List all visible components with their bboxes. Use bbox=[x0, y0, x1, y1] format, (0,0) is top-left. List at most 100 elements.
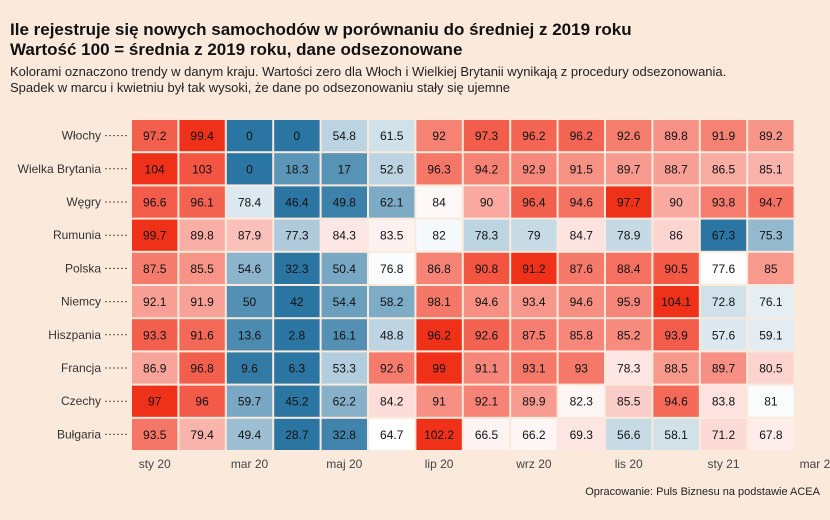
cell-value-label: 97.3 bbox=[475, 129, 499, 143]
heatmap-cell bbox=[179, 352, 225, 384]
heatmap-cell bbox=[463, 319, 510, 351]
cell-value-label: 96.2 bbox=[570, 129, 594, 143]
heatmap-cell bbox=[463, 186, 510, 218]
heatmap-cell bbox=[416, 385, 462, 417]
heatmap-cell bbox=[748, 418, 794, 450]
cell-value-label: 94.7 bbox=[759, 196, 783, 210]
x-tick-label: lip 20 bbox=[425, 457, 454, 471]
cell-value-label: 94.6 bbox=[570, 295, 594, 309]
cell-value-label: 93.1 bbox=[522, 362, 546, 376]
heatmap-cell bbox=[558, 120, 604, 152]
cell-value-label: 80.5 bbox=[759, 362, 783, 376]
heatmap-cell bbox=[511, 153, 557, 185]
heatmap-cell bbox=[274, 252, 320, 284]
cell-value-label: 0 bbox=[246, 162, 253, 176]
cell-value-label: 85.2 bbox=[617, 328, 641, 342]
cell-value-label: 67.3 bbox=[712, 229, 736, 243]
row-label: Czechy bbox=[61, 394, 101, 408]
source-caption: Opracowanie: Puls Biznesu na podstawie A… bbox=[585, 486, 820, 498]
cell-value-label: 92.6 bbox=[475, 328, 499, 342]
cell-value-label: 87.9 bbox=[238, 229, 262, 243]
heatmap-cell bbox=[321, 252, 367, 284]
heatmap-cell bbox=[321, 352, 367, 384]
cell-value-label: 90 bbox=[669, 196, 683, 210]
heatmap-cell bbox=[748, 319, 794, 351]
heatmap-cell bbox=[700, 319, 747, 351]
row-label: Niemcy bbox=[61, 295, 101, 309]
heatmap-cell bbox=[558, 352, 604, 384]
cell-value-label: 84.3 bbox=[333, 229, 357, 243]
heatmap-cell bbox=[132, 352, 178, 384]
cell-value-label: 97 bbox=[148, 395, 162, 409]
heatmap-cell bbox=[463, 385, 510, 417]
heatmap-cell bbox=[463, 219, 510, 251]
heatmap-cell bbox=[369, 120, 415, 152]
heatmap-cell bbox=[748, 286, 794, 318]
cell-value-label: 42 bbox=[290, 295, 304, 309]
row-label: Wielka Brytania bbox=[18, 162, 102, 176]
heatmap-cell bbox=[274, 385, 320, 417]
cell-value-label: 2.8 bbox=[289, 328, 306, 342]
heatmap-cell bbox=[226, 319, 273, 351]
cell-value-label: 90.8 bbox=[475, 262, 499, 276]
heatmap-cell bbox=[700, 385, 747, 417]
heatmap-cell bbox=[416, 286, 462, 318]
x-tick-label: mar 20 bbox=[231, 457, 269, 471]
heatmap-cell bbox=[558, 153, 604, 185]
cell-value-label: 94.2 bbox=[475, 162, 499, 176]
heatmap-cell bbox=[321, 286, 367, 318]
chart-note-line2: Spadek w marcu i kwietniu był tak wysoki… bbox=[10, 80, 511, 95]
heatmap-cell bbox=[321, 153, 367, 185]
heatmap-cell bbox=[179, 286, 225, 318]
cell-value-label: 104 bbox=[145, 162, 165, 176]
heatmap-cell bbox=[416, 186, 462, 218]
cell-value-label: 83.5 bbox=[380, 229, 404, 243]
heatmap-cell bbox=[416, 252, 462, 284]
cell-value-label: 6.3 bbox=[289, 362, 306, 376]
cell-value-label: 54.8 bbox=[333, 129, 357, 143]
x-tick-label: wrz 20 bbox=[515, 457, 552, 471]
heatmap-cell bbox=[511, 319, 557, 351]
cell-value-label: 91.9 bbox=[712, 129, 736, 143]
cell-value-label: 84.2 bbox=[380, 395, 404, 409]
heatmap-cell bbox=[369, 385, 415, 417]
cell-value-label: 66.5 bbox=[475, 428, 499, 442]
heatmap-cell bbox=[226, 352, 273, 384]
cell-value-label: 89.2 bbox=[759, 129, 783, 143]
heatmap-cell bbox=[748, 385, 794, 417]
heatmap-cell bbox=[700, 418, 747, 450]
heatmap-cell bbox=[321, 418, 367, 450]
cell-value-label: 62.2 bbox=[333, 395, 357, 409]
cell-value-label: 77.6 bbox=[712, 262, 736, 276]
heatmap-cell bbox=[132, 252, 178, 284]
x-tick-label: mar 21 bbox=[800, 457, 830, 471]
heatmap-cell bbox=[416, 319, 462, 351]
cell-value-label: 50 bbox=[243, 295, 257, 309]
cell-value-label: 61.5 bbox=[380, 129, 404, 143]
cell-value-label: 82.3 bbox=[570, 395, 594, 409]
heatmap-cell bbox=[606, 153, 652, 185]
cell-value-label: 59.1 bbox=[759, 328, 783, 342]
heatmap-cell bbox=[606, 219, 652, 251]
heatmap-cell bbox=[369, 286, 415, 318]
cell-value-label: 86.9 bbox=[143, 362, 167, 376]
heatmap-cell bbox=[369, 418, 415, 450]
heatmap-cell bbox=[511, 418, 557, 450]
cell-value-label: 85.1 bbox=[759, 162, 783, 176]
heatmap-cell bbox=[606, 286, 652, 318]
chart-note-line1: Kolorami oznaczono trendy w danym kraju.… bbox=[10, 64, 727, 79]
cell-value-label: 79.4 bbox=[190, 428, 214, 442]
heatmap-cell bbox=[653, 385, 699, 417]
cell-value-label: 46.4 bbox=[285, 196, 309, 210]
cell-value-label: 91.1 bbox=[475, 362, 499, 376]
heatmap-cell bbox=[700, 252, 747, 284]
heatmap-cell bbox=[748, 120, 794, 152]
heatmap-cell bbox=[748, 153, 794, 185]
cell-value-label: 78.3 bbox=[475, 229, 499, 243]
cell-value-label: 49.4 bbox=[238, 428, 262, 442]
cell-value-label: 85.8 bbox=[570, 328, 594, 342]
cell-value-label: 84 bbox=[432, 196, 446, 210]
cell-value-label: 58.2 bbox=[380, 295, 404, 309]
cell-value-label: 71.2 bbox=[712, 428, 736, 442]
cell-value-label: 16.1 bbox=[333, 328, 357, 342]
